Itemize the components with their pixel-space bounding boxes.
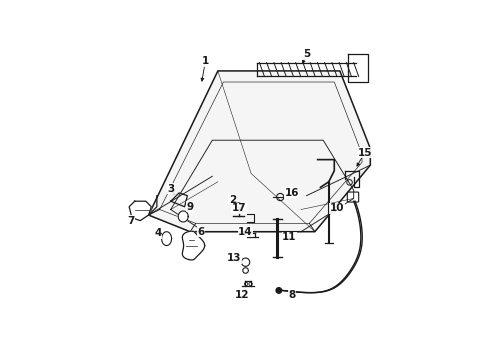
Polygon shape bbox=[129, 201, 151, 221]
Text: 7: 7 bbox=[127, 216, 134, 226]
Text: 13: 13 bbox=[227, 253, 242, 263]
Text: 16: 16 bbox=[284, 188, 299, 198]
Text: 1: 1 bbox=[202, 56, 209, 66]
Text: 6: 6 bbox=[197, 227, 205, 237]
Text: 8: 8 bbox=[289, 291, 296, 301]
Text: 9: 9 bbox=[186, 202, 193, 212]
Polygon shape bbox=[148, 71, 370, 232]
Polygon shape bbox=[178, 211, 188, 222]
Circle shape bbox=[276, 288, 282, 293]
Text: 3: 3 bbox=[167, 184, 174, 194]
Text: 14: 14 bbox=[238, 227, 253, 237]
Text: 10: 10 bbox=[330, 203, 344, 213]
Text: 11: 11 bbox=[282, 232, 296, 242]
Text: 2: 2 bbox=[229, 195, 236, 205]
Text: 12: 12 bbox=[235, 290, 249, 300]
Polygon shape bbox=[182, 231, 205, 260]
Polygon shape bbox=[162, 232, 172, 246]
Text: 4: 4 bbox=[154, 228, 162, 238]
Text: 15: 15 bbox=[358, 148, 372, 158]
Text: 17: 17 bbox=[232, 203, 246, 213]
Text: 5: 5 bbox=[303, 49, 310, 59]
